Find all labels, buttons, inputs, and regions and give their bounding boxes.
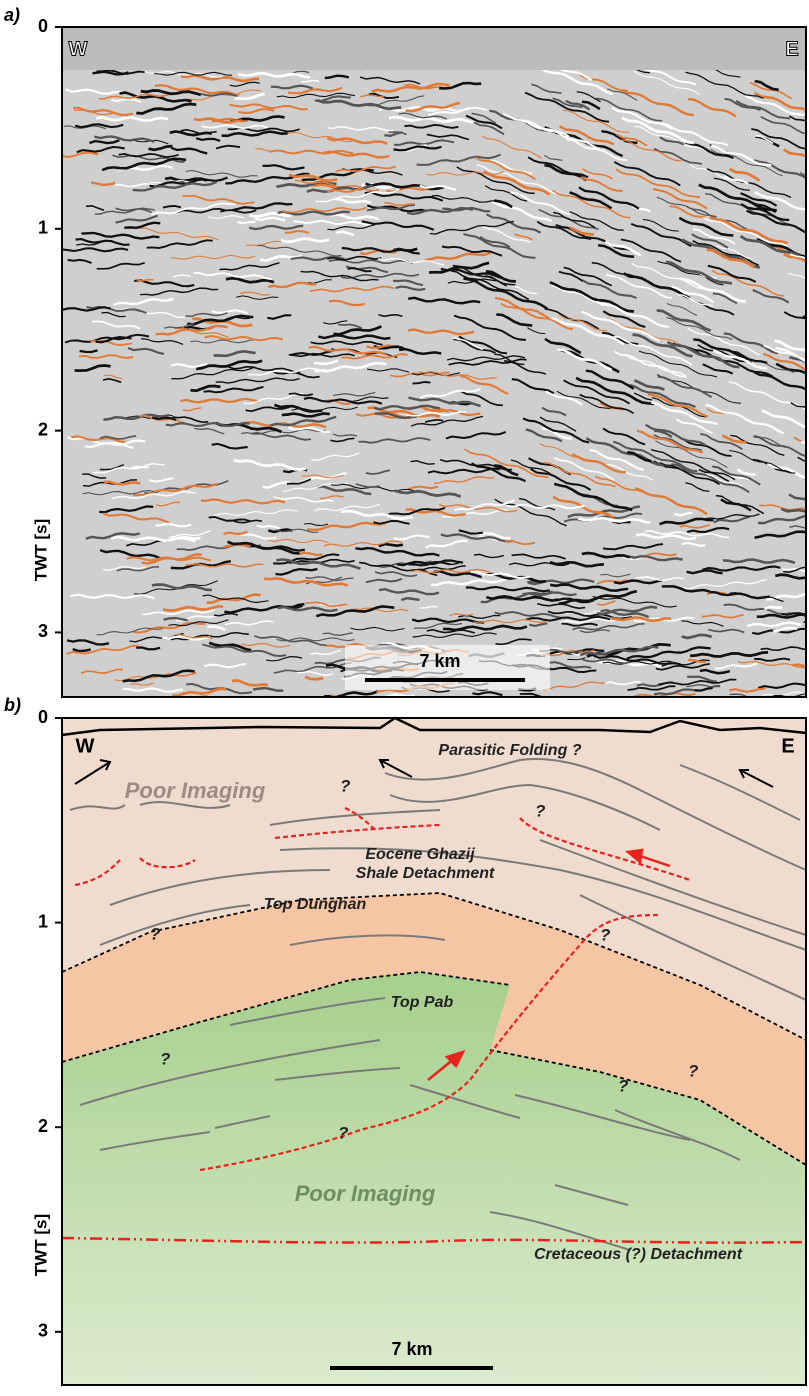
reflector [489,698,543,701]
y-axis-label: TWT [s] [31,1214,50,1276]
east-label: E [785,38,798,60]
scale-label: 7 km [391,1339,432,1359]
y-tick-label: 0 [38,707,48,727]
reflector [379,544,403,546]
question-mark: ? [600,925,611,944]
question-mark: ? [618,1076,629,1095]
scale-label: 7 km [419,651,460,671]
question-mark: ? [338,1123,349,1142]
reflector [237,222,255,223]
annotation: Parasitic Folding ? [438,742,581,759]
annotation: Poor Imaging [295,1181,436,1206]
y-tick-label: 0 [38,16,48,36]
y-tick-label: 2 [38,419,48,439]
seismic-background [62,27,806,697]
question-mark: ? [340,776,351,795]
annotation: Top Dunghan [264,896,367,913]
y-tick-label: 3 [38,1321,48,1341]
question-mark: ? [535,801,546,820]
east-label: E [781,735,794,757]
y-tick-label: 2 [38,1116,48,1136]
y-tick-label: 1 [38,911,48,931]
figure: a) W E 7 km TWT [s] [0,0,809,1391]
west-label: W [76,735,95,757]
annotation: Poor Imaging [125,778,266,803]
panel-label: b) [4,695,21,715]
annotation: Eocene Ghazij [365,846,475,863]
question-mark: ? [688,1061,699,1080]
reflector [155,699,221,707]
question-mark: ? [150,924,161,943]
y-tick-label: 3 [38,621,48,641]
y-axis-label: TWT [s] [31,519,50,581]
annotation: Top Pab [391,994,454,1011]
panel-label: a) [4,5,20,25]
reflector [401,598,419,600]
west-label: W [69,38,88,60]
seismic-top [62,27,806,70]
question-mark: ? [160,1049,171,1068]
annotation: Shale Detachment [356,865,495,882]
y-tick-label: 1 [38,218,48,238]
annotation: Cretaceous (?) Detachment [534,1246,743,1263]
